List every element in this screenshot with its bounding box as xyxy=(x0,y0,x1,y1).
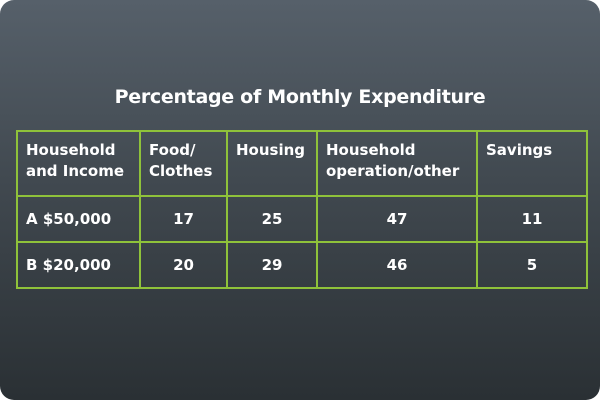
column-header-housing: Housing xyxy=(226,130,318,197)
cell-a-housing: 25 xyxy=(226,195,318,243)
cell-b-food-clothes: 20 xyxy=(139,241,228,289)
cell-a-household-operation: 47 xyxy=(316,195,478,243)
column-header-household: Household and Income xyxy=(16,130,141,197)
chart-title: Percentage of Monthly Expenditure xyxy=(114,86,486,108)
cell-b-household-operation: 46 xyxy=(316,241,478,289)
table-row: B $20,000 20 29 46 5 xyxy=(16,241,588,289)
cell-a-savings: 11 xyxy=(476,195,588,243)
column-header-household-operation: Household operation/other xyxy=(316,130,478,197)
cell-a-food-clothes: 17 xyxy=(139,195,228,243)
table-row: A $50,000 17 25 47 11 xyxy=(16,195,588,243)
expenditure-table: Household and Income Food/ Clothes Housi… xyxy=(16,130,588,289)
row-label-household-b: B $20,000 xyxy=(16,241,141,289)
column-header-savings: Savings xyxy=(476,130,588,197)
cell-b-housing: 29 xyxy=(226,241,318,289)
table-header-row: Household and Income Food/ Clothes Housi… xyxy=(16,130,588,197)
row-label-household-a: A $50,000 xyxy=(16,195,141,243)
cell-b-savings: 5 xyxy=(476,241,588,289)
column-header-food-clothes: Food/ Clothes xyxy=(139,130,228,197)
